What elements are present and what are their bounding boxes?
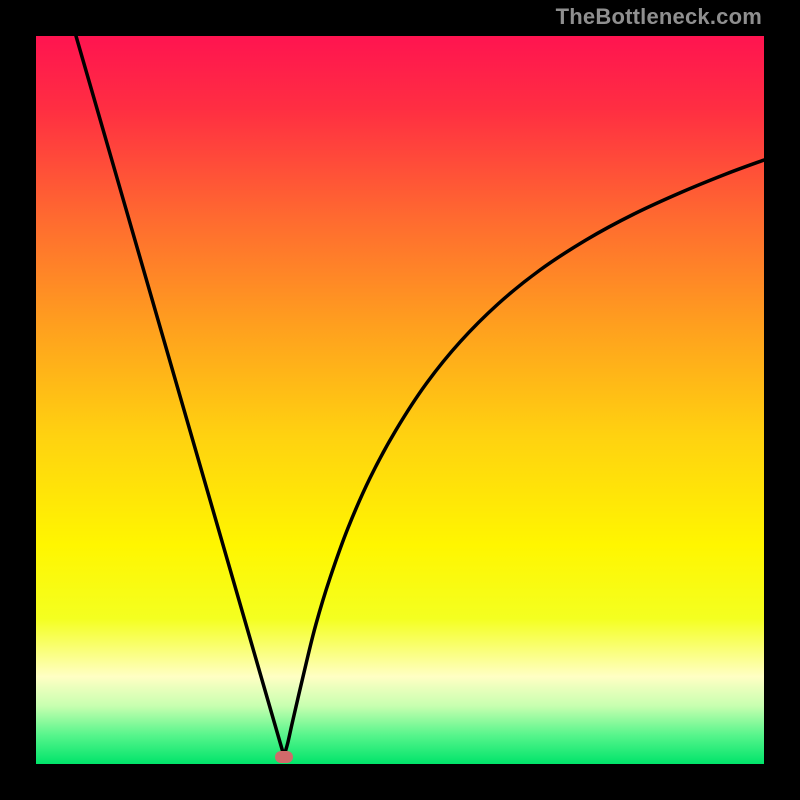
- watermark-text: TheBottleneck.com: [556, 4, 762, 30]
- bottleneck-marker: [275, 751, 293, 763]
- plot-area: [36, 36, 764, 764]
- bottleneck-curve: [76, 36, 764, 756]
- curve-svg: [36, 36, 764, 764]
- chart-frame: TheBottleneck.com: [0, 0, 800, 800]
